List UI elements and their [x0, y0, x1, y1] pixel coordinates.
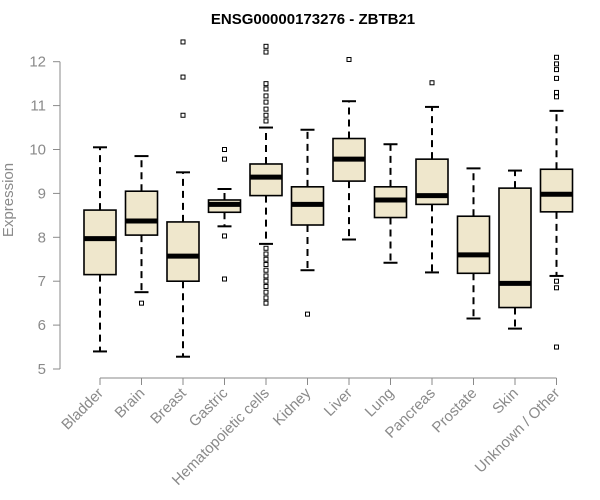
y-tick-label: 9 — [38, 185, 46, 202]
y-axis: 5 6 7 8 9 10 11 12 — [29, 54, 61, 378]
box-group — [290, 128, 325, 317]
y-tick-label: 12 — [29, 54, 46, 71]
box-group — [539, 54, 574, 350]
outlier-point — [263, 118, 269, 124]
outlier-point — [263, 106, 269, 112]
x-tick-label: Brain — [112, 385, 149, 422]
outlier-point — [263, 262, 269, 268]
outlier-point — [263, 289, 269, 295]
outlier-point — [554, 67, 559, 73]
outlier-point — [263, 245, 269, 251]
outlier-point — [180, 39, 186, 45]
outlier-point — [554, 344, 559, 350]
x-tick-label: Prostate — [429, 385, 481, 437]
box-group — [249, 43, 283, 306]
outlier-point — [222, 233, 227, 239]
outlier-point — [263, 278, 269, 284]
outlier-point — [263, 99, 269, 105]
outlier-point — [263, 86, 269, 92]
outlier-point — [305, 311, 310, 317]
box-group — [456, 167, 491, 320]
box-iqr — [166, 221, 200, 282]
box-iqr — [83, 209, 117, 276]
y-tick-label: 11 — [30, 98, 46, 115]
outlier-point — [263, 295, 269, 301]
outlier-point — [554, 278, 559, 284]
box-iqr — [539, 168, 574, 213]
y-axis-label: Expression — [0, 163, 17, 237]
outlier-point — [554, 89, 559, 95]
y-tick-label: 10 — [29, 142, 46, 159]
outlier-point — [554, 285, 559, 291]
outlier-point — [263, 49, 269, 55]
x-tick-label: Breast — [147, 384, 190, 427]
x-tick-label: Bladder — [58, 385, 107, 434]
outlier-point — [429, 80, 435, 86]
box-iqr — [498, 187, 532, 309]
outlier-point — [263, 112, 269, 118]
box-group — [498, 169, 532, 330]
y-tick-label: 5 — [38, 361, 46, 378]
outlier-point — [554, 94, 559, 100]
box-group — [332, 57, 366, 241]
outlier-point — [263, 273, 269, 279]
box-group — [83, 146, 117, 353]
outlier-point — [263, 300, 269, 306]
outlier-point — [180, 112, 186, 118]
y-tick-label: 8 — [38, 229, 46, 246]
outlier-point — [554, 75, 559, 81]
outlier-point — [222, 147, 227, 152]
outlier-point — [180, 74, 186, 80]
outlier-point — [346, 57, 352, 63]
box-iqr — [249, 163, 283, 197]
x-tick-label: Lung — [362, 385, 398, 421]
chart-title: ENSG00000173276 - ZBTB21 — [211, 11, 415, 28]
x-tick-label: Skin — [489, 385, 522, 418]
outlier-point — [222, 156, 227, 162]
box-group — [415, 80, 449, 274]
outlier-point — [263, 267, 269, 273]
outlier-point — [263, 256, 269, 262]
box-group — [166, 39, 200, 358]
outlier-point — [263, 93, 269, 99]
outlier-point — [554, 61, 559, 67]
outlier-point — [263, 81, 269, 87]
x-tick-label: Kidney — [270, 384, 315, 429]
box-iqr — [124, 190, 159, 236]
y-tick-label: 7 — [38, 273, 46, 290]
x-tick-label: Liver — [321, 385, 356, 420]
outlier-point — [222, 276, 227, 282]
y-tick-label: 6 — [38, 317, 46, 334]
box-group — [124, 155, 159, 306]
outlier-point — [263, 283, 269, 289]
box-group — [207, 147, 242, 282]
outlier-point — [263, 43, 269, 49]
plot-area — [83, 39, 574, 358]
box-iqr — [456, 215, 491, 275]
box-group — [373, 143, 408, 264]
outlier-point — [554, 54, 559, 60]
outlier-point — [263, 251, 269, 257]
outlier-point — [139, 300, 144, 306]
